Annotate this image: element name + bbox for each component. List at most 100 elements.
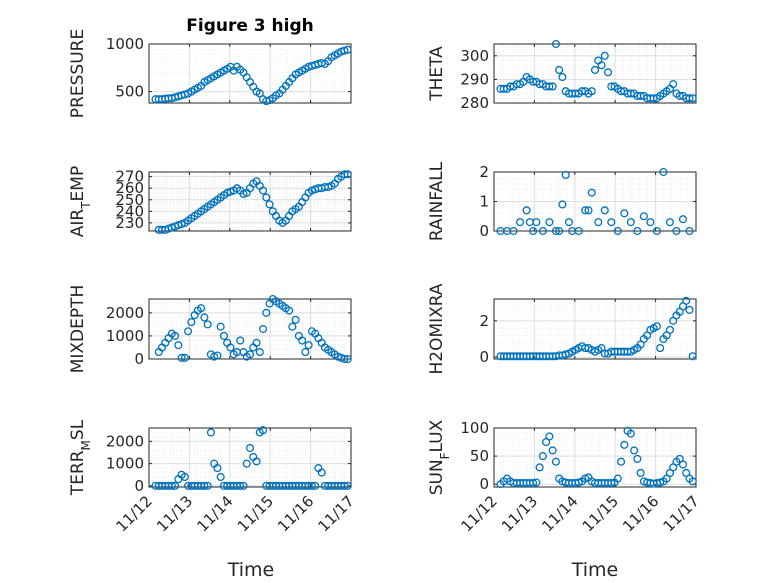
y-tick-label: 2000	[106, 432, 144, 450]
y-tick-label: 1000	[106, 327, 144, 345]
series-points	[496, 39, 697, 103]
axes-box	[493, 43, 697, 104]
data-point	[288, 322, 297, 331]
x-axis-label-left: Time	[227, 559, 275, 581]
data-point	[343, 481, 352, 490]
y-axis-label: TERRMSL	[68, 419, 93, 496]
x-tick-label: 11/14	[193, 492, 236, 535]
data-point	[656, 344, 665, 353]
x-tick-label: 11/16	[274, 492, 317, 535]
data-point	[177, 353, 186, 362]
data-point	[187, 318, 196, 327]
data-point	[532, 478, 541, 487]
axes-box	[148, 43, 352, 104]
data-point	[548, 82, 557, 91]
data-point	[678, 460, 688, 469]
data-point	[340, 354, 349, 364]
data-point	[636, 468, 645, 478]
data-point	[258, 186, 268, 195]
data-point	[219, 331, 228, 340]
data-point	[688, 352, 697, 361]
data-point	[688, 477, 697, 486]
y-axis-label: MIXDEPTH	[68, 285, 88, 374]
data-point	[607, 479, 616, 488]
data-point	[343, 354, 352, 364]
y-tick-label: 260	[115, 179, 144, 197]
data-point	[265, 200, 274, 209]
data-point	[672, 226, 681, 236]
data-point	[620, 209, 629, 218]
data-point	[555, 65, 564, 75]
data-point	[203, 481, 212, 490]
data-point	[307, 481, 316, 490]
subplot-5: 0 1000 2000 MIXDEPTH	[68, 285, 352, 374]
data-point	[213, 351, 222, 360]
data-point	[340, 46, 349, 55]
data-point	[203, 320, 212, 329]
data-point	[669, 80, 678, 89]
data-point	[197, 304, 206, 313]
x-tick-label: 11/15	[579, 492, 622, 535]
data-point	[262, 308, 271, 317]
data-point	[245, 350, 255, 359]
data-point	[682, 296, 691, 305]
data-point	[597, 61, 606, 70]
y-tick-label: 2	[479, 312, 489, 330]
data-point	[587, 87, 596, 96]
data-point	[652, 226, 661, 236]
y-tick-label: 240	[115, 202, 144, 220]
data-point	[603, 68, 613, 77]
y-tick-label: 0	[134, 477, 144, 495]
series-points	[154, 170, 352, 234]
data-point	[255, 348, 264, 357]
data-point	[285, 306, 294, 315]
data-point	[581, 206, 590, 215]
data-point	[239, 481, 248, 490]
data-point	[633, 226, 642, 236]
y-tick-label: 0	[479, 222, 489, 240]
x-tick-label: 11/13	[498, 492, 541, 535]
data-point	[617, 457, 626, 466]
subplot-4: 0 1 2 RAINFALL	[427, 161, 697, 241]
y-axis-label: SUNFLUX	[427, 419, 452, 495]
data-point	[551, 39, 560, 49]
data-point	[600, 51, 609, 60]
data-point	[180, 472, 189, 482]
data-point	[509, 226, 518, 236]
y-tick-label: 50	[470, 447, 489, 465]
series-points	[151, 426, 352, 490]
data-point	[258, 426, 268, 435]
data-point	[548, 446, 557, 455]
series-points	[496, 296, 697, 361]
chart-title: Figure 3 high	[186, 16, 314, 36]
data-point	[613, 474, 622, 483]
y-tick-label: 0	[134, 350, 144, 368]
data-point	[558, 200, 567, 209]
data-point	[558, 72, 567, 82]
x-tick-label: 11/12	[458, 492, 501, 535]
y-axis-label: PRESSURE	[68, 29, 88, 118]
data-point	[298, 336, 307, 345]
data-point	[545, 82, 554, 91]
data-point	[180, 90, 189, 99]
y-tick-label: 270	[115, 168, 144, 186]
y-tick-label: 1000	[106, 35, 144, 53]
data-point	[551, 457, 560, 466]
data-point	[551, 226, 560, 236]
data-point	[538, 226, 547, 236]
data-point	[171, 331, 180, 340]
data-point	[600, 206, 609, 215]
data-point	[529, 226, 538, 236]
data-point	[564, 218, 573, 227]
data-point	[291, 315, 300, 324]
y-tick-label: 290	[460, 70, 489, 88]
plot-area	[494, 428, 696, 487]
data-point	[200, 481, 209, 490]
data-point	[236, 481, 245, 490]
data-point	[343, 170, 352, 179]
y-tick-label: 2	[479, 163, 489, 181]
series-points	[154, 294, 352, 364]
data-point	[659, 167, 668, 177]
y-tick-label: 500	[115, 83, 144, 101]
